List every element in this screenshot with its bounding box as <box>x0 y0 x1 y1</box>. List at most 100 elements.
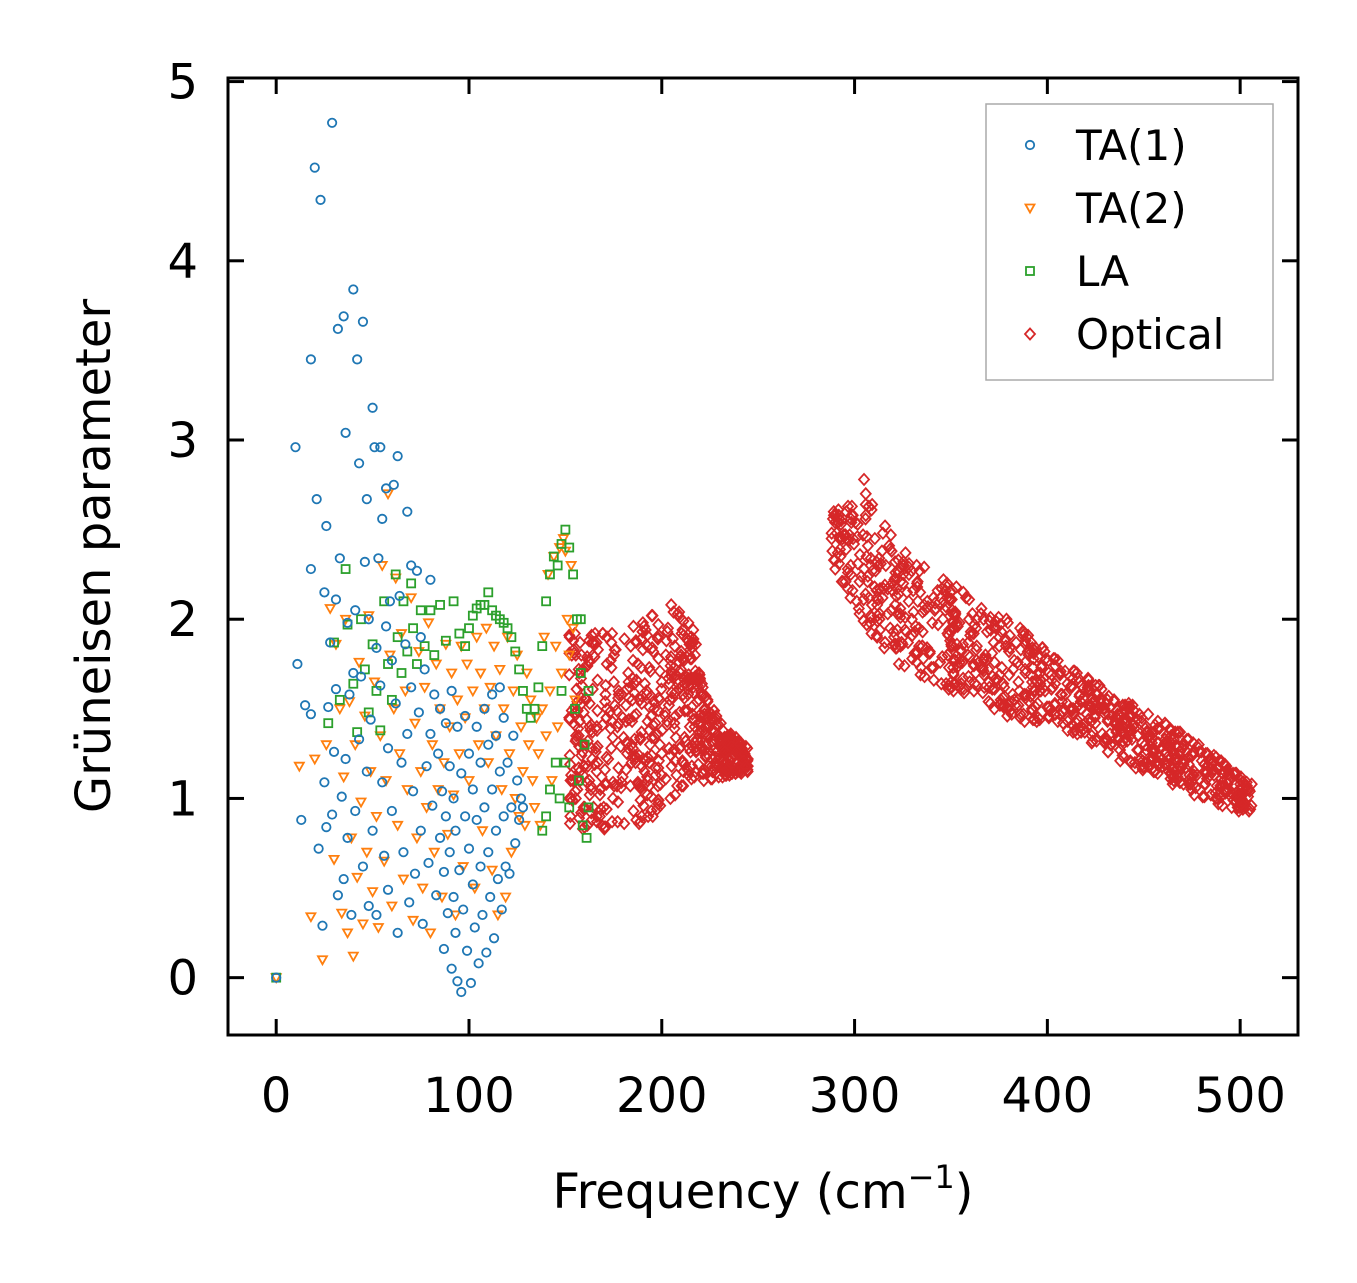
x-tick-label: 0 <box>261 1068 292 1124</box>
data-point <box>619 714 633 729</box>
data-point <box>661 624 674 639</box>
y-tick-label: 5 <box>167 55 198 111</box>
data-point <box>643 723 656 738</box>
data-point <box>1065 680 1078 695</box>
data-point <box>1101 712 1115 727</box>
data-point <box>450 927 461 938</box>
data-point <box>1135 736 1149 750</box>
data-point <box>645 789 658 804</box>
data-point <box>1210 779 1224 793</box>
data-point <box>632 777 645 791</box>
data-point <box>518 820 531 832</box>
data-point <box>570 732 583 747</box>
data-point <box>402 506 413 517</box>
data-point <box>645 608 658 623</box>
data-point <box>440 718 451 729</box>
data-point <box>625 737 638 752</box>
data-point <box>926 615 939 630</box>
data-point <box>631 657 645 671</box>
data-point <box>885 603 898 618</box>
data-point <box>879 558 893 573</box>
data-point <box>406 560 417 571</box>
data-point <box>575 748 588 763</box>
y-tick-label: 0 <box>167 951 198 1007</box>
data-point <box>564 809 577 824</box>
data-point <box>884 528 898 542</box>
data-point <box>1011 655 1024 670</box>
data-point <box>1109 718 1122 732</box>
data-point <box>393 749 406 760</box>
data-point <box>330 594 342 605</box>
data-point <box>681 703 694 718</box>
data-point <box>599 820 612 834</box>
data-point <box>446 963 457 974</box>
data-point <box>385 901 398 913</box>
data-point <box>495 785 508 796</box>
data-point <box>309 162 320 173</box>
data-point <box>1033 712 1046 727</box>
data-point <box>445 668 458 680</box>
data-point <box>825 526 838 541</box>
data-point <box>359 556 370 567</box>
data-point <box>350 605 361 616</box>
data-point <box>413 707 424 718</box>
data-point <box>551 722 564 734</box>
data-point <box>1010 700 1024 714</box>
data-point <box>977 612 990 627</box>
data-point <box>650 727 664 741</box>
data-point <box>335 908 348 920</box>
data-point <box>320 740 333 752</box>
data-point <box>967 626 980 641</box>
data-point <box>520 668 533 680</box>
data-point <box>660 714 674 729</box>
data-point <box>1042 709 1055 723</box>
data-point <box>600 657 614 671</box>
data-point <box>1198 789 1211 804</box>
legend-marker <box>1023 327 1037 341</box>
data-point <box>536 704 549 716</box>
data-point <box>515 722 528 734</box>
data-point <box>499 892 512 904</box>
data-point <box>377 777 388 788</box>
data-point <box>956 637 970 652</box>
data-point <box>521 703 532 714</box>
data-point <box>687 632 700 646</box>
data-point <box>563 667 576 682</box>
data-point <box>392 632 403 643</box>
data-point <box>488 933 500 944</box>
data-point <box>593 788 607 802</box>
data-point <box>1009 635 1023 650</box>
data-point <box>997 700 1010 714</box>
data-point <box>1092 678 1105 693</box>
data-point <box>502 757 513 768</box>
data-point <box>324 604 337 615</box>
data-point <box>737 753 750 768</box>
data-point <box>673 610 686 625</box>
data-point <box>370 811 383 823</box>
data-point <box>635 809 648 824</box>
data-point <box>599 687 612 702</box>
data-point <box>1198 764 1211 779</box>
data-point <box>465 977 477 989</box>
data-point <box>334 694 345 705</box>
data-point <box>305 709 317 720</box>
data-point <box>1171 770 1184 784</box>
data-point <box>999 639 1013 653</box>
data-point <box>893 607 907 621</box>
data-point <box>1029 700 1042 714</box>
data-point <box>356 919 369 931</box>
data-point <box>1135 714 1148 729</box>
data-point <box>870 628 883 643</box>
data-point <box>637 752 650 766</box>
data-point <box>487 689 498 700</box>
data-point <box>367 825 378 836</box>
data-point <box>471 721 482 732</box>
data-point <box>630 635 643 650</box>
data-point <box>483 739 494 750</box>
data-point <box>1074 725 1088 739</box>
data-point <box>959 590 973 605</box>
data-point <box>1118 698 1132 713</box>
x-tick-label: 100 <box>423 1068 515 1124</box>
data-point <box>382 743 394 754</box>
data-point <box>967 684 981 698</box>
